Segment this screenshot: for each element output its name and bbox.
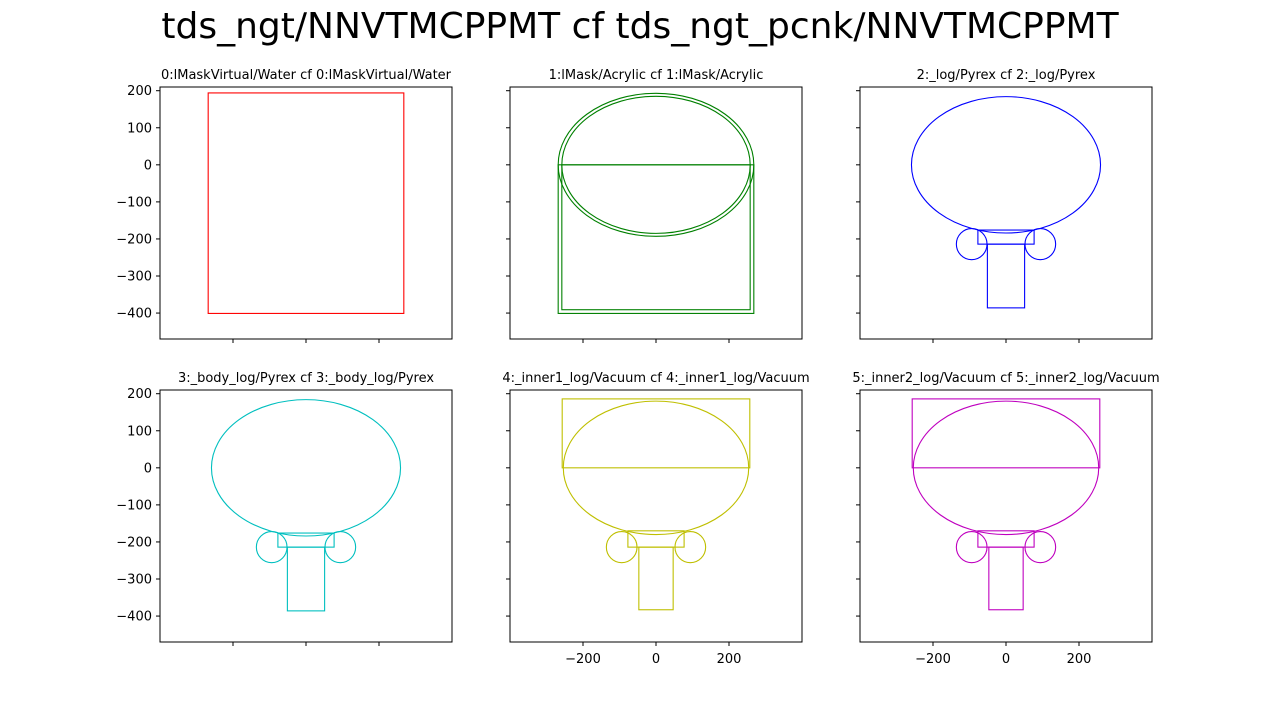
x-tick-label: −200 <box>565 652 601 667</box>
geometry-ellipse-0 <box>910 96 1102 234</box>
data-marks <box>557 92 755 314</box>
geometry-rect-4 <box>986 243 1026 309</box>
data-marks <box>210 399 402 612</box>
geometry-rect-4 <box>286 546 326 612</box>
x-tick-label: 200 <box>717 652 742 667</box>
subplot-2: 2:_log/Pyrex cf 2:_log/Pyrex <box>856 68 1153 343</box>
axes-frame <box>159 389 453 643</box>
subplot-5: 5:_inner2_log/Vacuum cf 5:_inner2_log/Va… <box>852 371 1159 667</box>
axes-frame <box>859 86 1153 340</box>
y-tick-label: 0 <box>144 158 152 173</box>
y-tick-label: −300 <box>116 573 152 588</box>
subplot-title: 3:_body_log/Pyrex cf 3:_body_log/Pyrex <box>178 371 434 386</box>
y-tick-label: −100 <box>116 498 152 513</box>
data-marks <box>207 92 405 314</box>
geometry-rect-5 <box>638 546 674 611</box>
data-marks <box>910 96 1102 309</box>
geometry-ellipse-0 <box>210 399 402 537</box>
y-tick-label: −200 <box>116 535 152 550</box>
y-tick-label: 0 <box>144 461 152 476</box>
axes-frame <box>859 389 1153 643</box>
geometry-rect-1 <box>561 398 751 469</box>
y-tick-label: −300 <box>116 270 152 285</box>
x-tick-label: 0 <box>1002 652 1010 667</box>
x-tick-label: 200 <box>1067 652 1092 667</box>
y-tick-label: −400 <box>116 610 152 625</box>
axes-frame <box>509 86 803 340</box>
geometry-rect-5 <box>988 546 1024 611</box>
geometry-rect-1 <box>911 398 1101 469</box>
subplot-title: 1:lMask/Acrylic cf 1:lMask/Acrylic <box>549 68 764 83</box>
y-tick-label: −200 <box>116 232 152 247</box>
y-tick-label: 200 <box>127 84 152 99</box>
data-marks <box>561 398 751 611</box>
figure-title: tds_ngt/NNVTMCPPMT cf tds_ngt_pcnk/NNVTM… <box>161 6 1119 47</box>
subplot-title: 0:lMaskVirtual/Water cf 0:lMaskVirtual/W… <box>161 68 452 83</box>
x-tick-label: 0 <box>652 652 660 667</box>
axes-frame <box>509 389 803 643</box>
subplot-0: 0:lMaskVirtual/Water cf 0:lMaskVirtual/W… <box>116 68 453 343</box>
subplot-1: 1:lMask/Acrylic cf 1:lMask/Acrylic <box>506 68 803 343</box>
subplot-4: 4:_inner1_log/Vacuum cf 4:_inner1_log/Va… <box>502 371 809 667</box>
subplot-title: 2:_log/Pyrex cf 2:_log/Pyrex <box>917 68 1096 83</box>
subplot-title: 5:_inner2_log/Vacuum cf 5:_inner2_log/Va… <box>852 371 1159 386</box>
y-tick-label: −400 <box>116 307 152 322</box>
data-marks <box>911 398 1101 611</box>
geometry-rect-3 <box>561 164 751 311</box>
geometry-rect-0 <box>207 92 405 314</box>
x-tick-label: −200 <box>915 652 951 667</box>
y-tick-label: 100 <box>127 121 152 136</box>
subplot-title: 4:_inner1_log/Vacuum cf 4:_inner1_log/Va… <box>502 371 809 386</box>
y-tick-label: 100 <box>127 424 152 439</box>
subplot-3: 3:_body_log/Pyrex cf 3:_body_log/Pyrex 20… <box>116 371 453 646</box>
axes-frame <box>159 86 453 340</box>
y-tick-label: 200 <box>127 387 152 402</box>
geometry-rect-2 <box>557 164 755 314</box>
y-tick-label: −100 <box>116 195 152 210</box>
